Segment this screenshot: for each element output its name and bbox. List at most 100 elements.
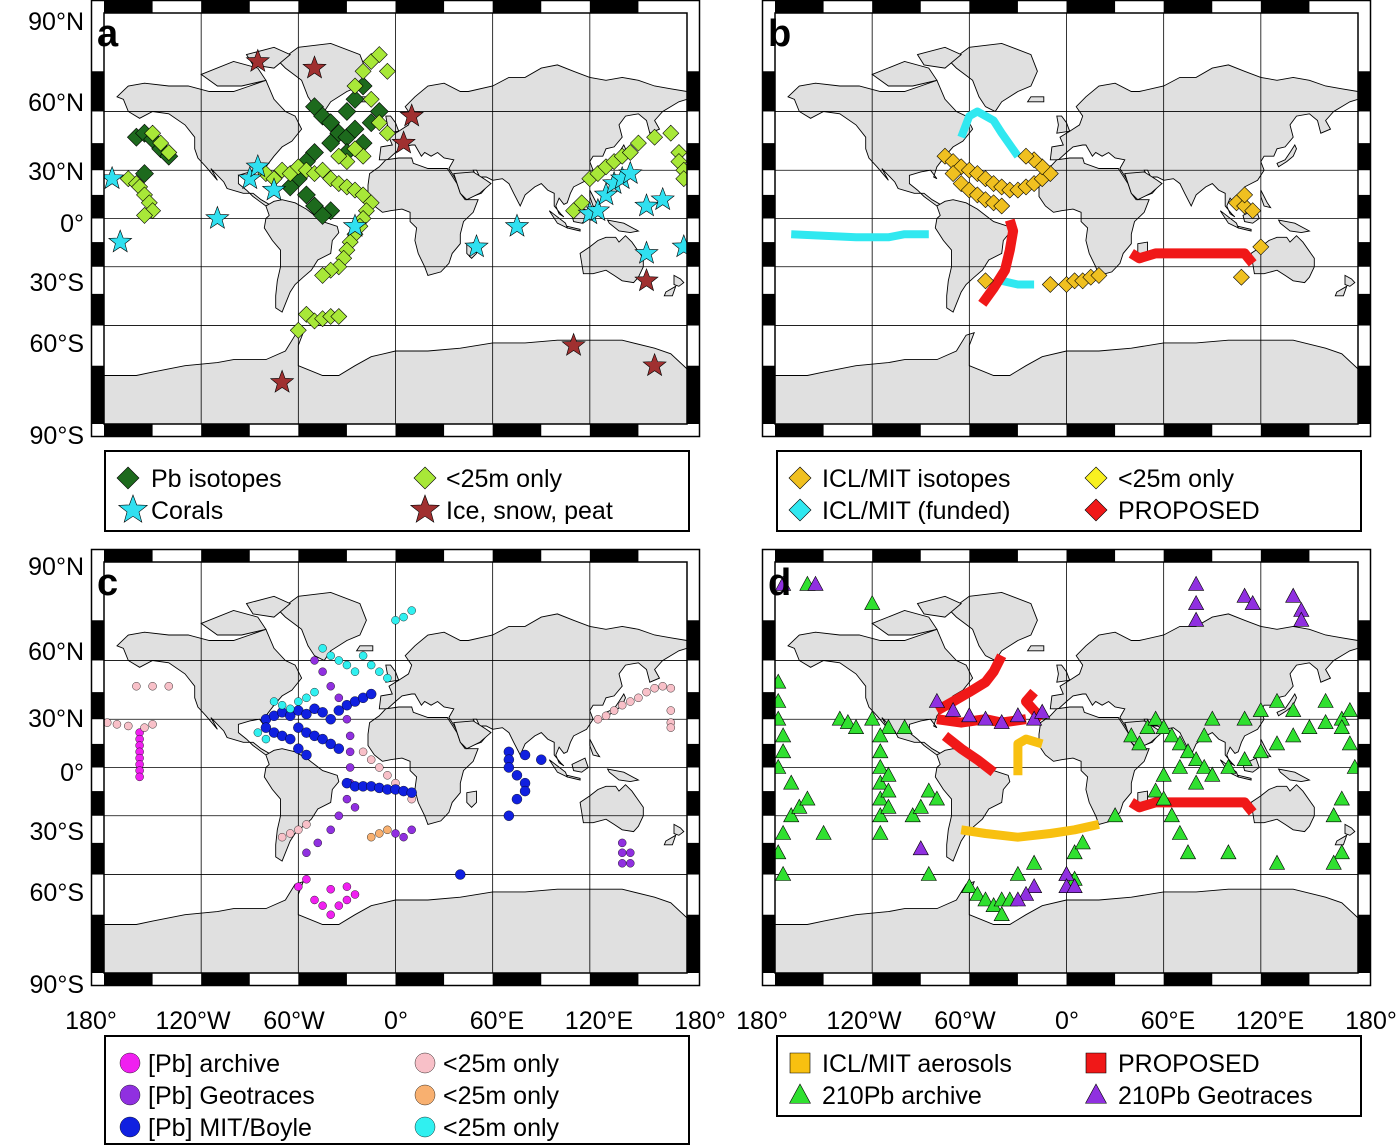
data-marker (1163, 727, 1180, 743)
data-marker (1066, 878, 1083, 894)
landmass (663, 834, 677, 846)
data-marker (593, 182, 619, 206)
data-marker (245, 48, 271, 72)
data-marker (314, 161, 332, 179)
data-marker (519, 785, 531, 797)
data-marker (367, 660, 376, 670)
landmass (1334, 834, 1348, 846)
data-marker (302, 693, 311, 703)
data-marker (629, 134, 647, 152)
data-marker (378, 124, 396, 142)
panel-b: b (761, 0, 1372, 438)
legend-label-proposed-b: PROPOSED (1118, 497, 1260, 525)
track-line (791, 230, 929, 242)
data-marker (807, 575, 824, 591)
legend-marker (119, 1116, 141, 1138)
legend-label-ice: Ice, snow, peat (446, 497, 613, 525)
data-marker (289, 321, 307, 339)
data-marker (783, 774, 800, 790)
series--pb-mit-boyle (260, 688, 547, 880)
data-marker (1285, 701, 1302, 717)
lat-label: 60°S (30, 330, 84, 358)
series-210pb-archive (775, 575, 1358, 922)
legend-marker (1085, 1083, 1107, 1104)
data-marker (1333, 844, 1350, 860)
data-marker (1346, 758, 1358, 774)
data-marker (293, 743, 304, 754)
data-marker (618, 700, 627, 710)
data-marker (650, 684, 659, 693)
data-marker (775, 692, 787, 708)
legend-symbol-pb-isotopes (116, 466, 140, 490)
landmass (606, 768, 640, 783)
data-marker (1171, 758, 1189, 774)
data-marker (621, 144, 639, 161)
data-marker (1163, 807, 1180, 823)
legend-label-lt25-pink: <25m only (443, 1050, 560, 1078)
data-marker (330, 308, 348, 325)
data-marker (1009, 865, 1027, 881)
data-marker (912, 798, 929, 814)
graticule (104, 562, 687, 973)
map-frame (761, 548, 1372, 987)
data-marker (872, 758, 889, 774)
data-marker (1252, 743, 1269, 759)
legend-marker (117, 494, 149, 523)
series--25m-only (104, 682, 676, 842)
data-marker (1025, 878, 1043, 894)
lon-label: 120°W (155, 1007, 231, 1035)
data-marker (1187, 594, 1205, 610)
legend-symbol-icl-isotopes (788, 466, 812, 490)
graticule (775, 13, 1358, 424)
lat-label: 30°N (28, 158, 84, 186)
data-marker (1090, 266, 1108, 284)
data-marker (301, 708, 312, 720)
data-marker (880, 719, 897, 734)
legend-label-icl-isotopes: ICL/MIT isotopes (822, 465, 1011, 493)
lon-label: 120°E (1236, 1007, 1304, 1035)
data-marker (775, 673, 787, 689)
lon-label: 180° (1345, 1007, 1397, 1035)
map-frame (90, 548, 701, 987)
data-marker (164, 682, 173, 691)
track-line (957, 107, 1022, 159)
data-marker (1325, 854, 1342, 870)
data-marker (350, 890, 360, 899)
data-marker (618, 848, 627, 857)
data-marker (367, 832, 376, 842)
data-marker (326, 651, 335, 660)
data-marker (904, 807, 921, 823)
data-marker (370, 46, 388, 64)
map-inner (104, 562, 687, 973)
data-marker (378, 62, 396, 80)
legend-b: ICL/MIT isotopes <25m only ICL/MIT (fund… (776, 450, 1362, 532)
data-marker (350, 667, 360, 676)
data-marker (1187, 751, 1205, 766)
legend-symbol-lt25-yellow (1084, 466, 1108, 490)
legend-marker (789, 1052, 811, 1074)
lon-label: 120°E (565, 1007, 633, 1035)
data-marker (920, 865, 937, 881)
map-frame (90, 0, 701, 438)
data-marker (1341, 701, 1358, 717)
landmass (1276, 144, 1297, 168)
data-marker (565, 202, 583, 220)
data-marker (618, 859, 627, 868)
data-marker (666, 723, 676, 732)
legend-label-pb210-geotraces: 210Pb Geotraces (1118, 1082, 1313, 1110)
data-marker (872, 774, 889, 790)
data-marker (107, 229, 133, 253)
data-marker (536, 754, 547, 765)
data-marker (618, 838, 627, 848)
data-marker (302, 55, 327, 79)
data-marker (1236, 710, 1253, 726)
data-marker (831, 710, 848, 726)
landmass (566, 774, 581, 781)
legend-symbol-pb-mit (119, 1116, 141, 1138)
data-marker (561, 332, 586, 356)
data-marker (799, 790, 816, 806)
map-inner (104, 13, 687, 424)
data-marker (944, 701, 962, 717)
data-marker (310, 895, 319, 905)
data-marker (993, 713, 1010, 729)
